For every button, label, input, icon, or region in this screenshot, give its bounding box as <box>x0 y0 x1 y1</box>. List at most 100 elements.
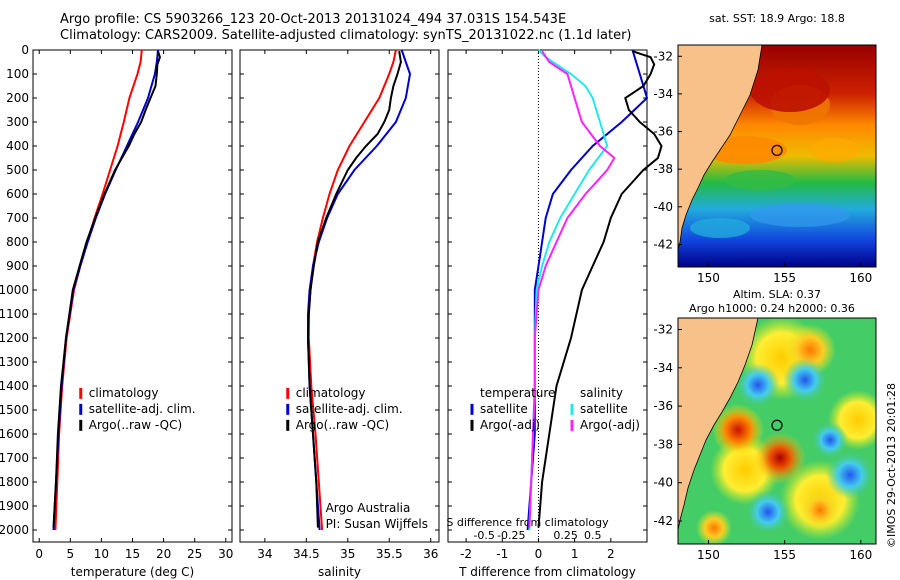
salinity-diff-tick-label: 0.25 <box>553 529 578 542</box>
sst-map-image <box>678 45 876 267</box>
salinity-series-red <box>307 49 397 531</box>
depth-tick-label: 1300 <box>0 355 29 369</box>
header-line-2: Climatology: CARS2009. Satellite-adjuste… <box>60 28 632 43</box>
salinity-xtick-label: 34 <box>257 547 272 561</box>
depth-tick-label: 500 <box>6 163 29 177</box>
sla-map-ytick-label: -36 <box>653 399 673 413</box>
depth-tick-label: 1800 <box>0 475 29 489</box>
sla-map-image <box>678 318 876 544</box>
temperature-frame <box>32 49 233 543</box>
difference-xtick-label: 2 <box>607 547 615 561</box>
salinity-xlabel: salinity <box>318 565 361 579</box>
depth-tick-label: 1700 <box>0 451 29 465</box>
temperature-xtick-label: 20 <box>156 547 171 561</box>
depth-tick-label: 1400 <box>0 379 29 393</box>
sst-map-ytick-label: -38 <box>653 162 673 176</box>
temperature-legend-label: climatology <box>89 386 159 400</box>
sla-map-title: Altim. SLA: 0.37 <box>733 288 821 301</box>
sla-map-ytick-label: -38 <box>653 437 673 451</box>
depth-tick-label: 1100 <box>0 307 29 321</box>
depth-tick-label: 2000 <box>0 523 29 537</box>
difference-frame <box>447 49 648 543</box>
sst-map-xtick-label: 150 <box>697 271 720 285</box>
difference-series-magenta <box>528 50 616 528</box>
depth-tick-label: 400 <box>6 139 29 153</box>
salinity-xtick-label: 34.5 <box>293 547 320 561</box>
diff-legend-temperature-label: satellite <box>480 402 528 416</box>
temperature-xlabel: temperature (deg C) <box>71 565 194 579</box>
sst-map-title: sat. SST: 18.9 Argo: 18.8 <box>709 12 845 25</box>
profile-charts: 0 5 10 15 20 25 300100200300400500600700800900… <box>0 43 663 579</box>
depth-tick-label: 700 <box>6 211 29 225</box>
header-line-1: Argo profile: CS 5903266_123 20-Oct-2013… <box>60 12 567 27</box>
sla-map-xtick-label: 155 <box>773 548 796 562</box>
sla-map-argo-marker <box>771 419 783 431</box>
temperature-legend-label: Argo(..raw -QC) <box>89 418 182 432</box>
sst-map-ytick-label: -34 <box>653 87 673 101</box>
salinity-series-black <box>306 51 402 528</box>
sst-map-axes: 150 155 160 -32 -34 -36 -38 -40 -42 sat. SST: 18.… <box>653 12 872 285</box>
depth-tick-label: 200 <box>6 91 29 105</box>
salinity-legend-label: climatology <box>296 386 366 400</box>
sla-map-ytick-label: -40 <box>653 476 673 490</box>
sst-map-frame <box>677 44 877 268</box>
depth-tick-label: 1200 <box>0 331 29 345</box>
sla-map-axes: 150 155 160 -32 -34 -36 -38 -40 -42 Altim. SLA: 0… <box>653 288 872 562</box>
diff-legend-temperature-header: temperature <box>480 386 555 400</box>
sst-map-ytick-label: -36 <box>653 125 673 139</box>
temperature-xtick-label: 0 <box>35 547 43 561</box>
temperature-xtick-label: 25 <box>187 547 202 561</box>
footer-label: ©IMOS 29-Oct-2013 20:01:28 <box>885 382 898 548</box>
temperature-xtick-label: 5 <box>66 547 74 561</box>
temperature-series-black <box>52 50 161 528</box>
sst-map-ytick-label: -42 <box>653 237 673 251</box>
depth-tick-label: 300 <box>6 115 29 129</box>
sst-map-xtick-label: 160 <box>849 271 872 285</box>
depth-tick-label: 1900 <box>0 499 29 513</box>
salinity-panel: 34 34.5 35 35.5 36 salinity climatology satelli… <box>239 49 440 579</box>
depth-tick-label: 0 <box>21 43 29 57</box>
sla-map-ytick-label: -32 <box>653 322 673 336</box>
sla-map-ytick-label: -34 <box>653 361 673 375</box>
map-axes: 150 155 160 -32 -34 -36 -38 -40 -42 sat. SST: 18.… <box>653 12 872 562</box>
difference-series-black <box>537 50 663 528</box>
difference-xtick-label: 0 <box>535 547 543 561</box>
temperature-xtick-label: 10 <box>94 547 109 561</box>
sla-map-xtick-label: 150 <box>697 548 720 562</box>
salinity-diff-tick-label: 0.5 <box>584 529 602 542</box>
salinity-xtick-label: 36 <box>423 547 438 561</box>
salinity-annotation: Argo Australia <box>326 501 411 515</box>
sst-map-ytick-label: -40 <box>653 200 673 214</box>
depth-tick-label: 100 <box>6 67 29 81</box>
depth-tick-label: 600 <box>6 187 29 201</box>
salinity-frame <box>239 49 440 543</box>
diff-legend-salinity-label: satellite <box>580 402 628 416</box>
sst-map-xtick-label: 155 <box>773 271 796 285</box>
sla-map-frame <box>677 317 877 545</box>
temperature-panel: 0 5 10 15 20 25 300100200300400500600700800900… <box>0 43 233 579</box>
salinity-legend-label: satellite-adj. clim. <box>296 402 403 416</box>
difference-xtick-label: 1 <box>571 547 579 561</box>
difference-xtick-label: -2 <box>460 547 472 561</box>
sla-map-ytick-label: -42 <box>653 514 673 528</box>
difference-panel: -2 -1 0 1 2 T difference from climatology -0.5… <box>446 49 663 579</box>
depth-tick-label: 1600 <box>0 427 29 441</box>
salinity-xtick-label: 35.5 <box>376 547 403 561</box>
salinity-diff-tick-label: -0.25 <box>497 529 525 542</box>
difference-xtick-label: -1 <box>496 547 508 561</box>
diff-legend-temperature-label: Argo(-adj) <box>480 418 540 432</box>
depth-tick-label: 800 <box>6 235 29 249</box>
sst-map-argo-marker <box>771 144 783 156</box>
temperature-xtick-label: 30 <box>218 547 233 561</box>
depth-tick-label: 1000 <box>0 283 29 297</box>
sst-map-ytick-label: -32 <box>653 49 673 63</box>
diff-legend-salinity-label: Argo(-adj) <box>580 418 640 432</box>
salinity-annotation: PI: Susan Wijffels <box>326 517 428 531</box>
sla-map-subtitle: Argo h1000: 0.24 h2000: 0.36 <box>689 302 855 315</box>
sla-map-xtick-label: 160 <box>849 548 872 562</box>
difference-xlabel: T difference from climatology <box>458 565 636 579</box>
salinity-xtick-label: 35 <box>340 547 355 561</box>
temperature-xtick-label: 15 <box>125 547 140 561</box>
